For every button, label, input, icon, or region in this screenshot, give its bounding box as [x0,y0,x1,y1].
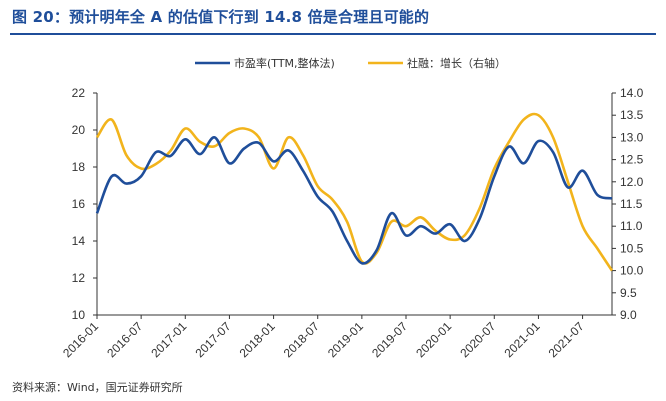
y-right-tick-label: 9.0 [620,308,637,322]
y-right-tick-label: 12.0 [620,175,644,189]
y-right-tick-label: 10.5 [620,241,644,255]
y-left-tick-label: 16 [72,197,86,211]
series-line-social-financing [95,112,614,272]
y-left-tick-label: 20 [72,123,86,137]
y-right-tick-label: 14.0 [620,86,644,100]
x-tick-label: 2016-07 [104,319,145,360]
x-tick-label: 2020-07 [457,319,498,360]
source-note: 资料来源：Wind，国元证券研究所 [12,381,183,394]
x-tick-label: 2017-01 [148,319,189,360]
y-right-tick-label: 9.5 [620,286,637,300]
y-left-tick-label: 10 [72,308,86,322]
series-line-pe [95,136,613,265]
x-tick-label: 2020-01 [413,319,454,360]
x-tick-label: 2016-01 [60,319,101,360]
title-rule [10,33,656,35]
x-tick-label: 2018-07 [281,319,322,360]
legend-label-social-financing: 社融：增长（右轴） [407,56,506,70]
chart-title: 图 20：预计明年全 A 的估值下行到 14.8 倍是合理且可能的 [12,8,430,26]
y-right-tick-label: 11.0 [620,219,643,233]
y-left-tick-label: 12 [72,271,86,285]
x-tick-label: 2021-07 [546,319,587,360]
legend-label-pe: 市盈率(TTM,整体法) [234,56,335,70]
y-left-tick-label: 18 [72,160,86,174]
y-right-tick-label: 11.5 [620,197,643,211]
y-right-tick-label: 13.5 [620,108,644,122]
y-left-tick-label: 14 [72,234,86,248]
y-right-tick-label: 12.5 [620,153,644,167]
x-tick-label: 2019-07 [369,319,410,360]
x-tick-label: 2017-07 [193,319,234,360]
y-right-tick-label: 13.0 [620,130,644,144]
y-left-tick-label: 22 [72,86,86,100]
x-tick-label: 2018-01 [237,319,278,360]
x-tick-label: 2019-01 [325,319,366,360]
y-right-tick-label: 10.0 [620,264,644,278]
x-tick-label: 2021-01 [502,319,543,360]
